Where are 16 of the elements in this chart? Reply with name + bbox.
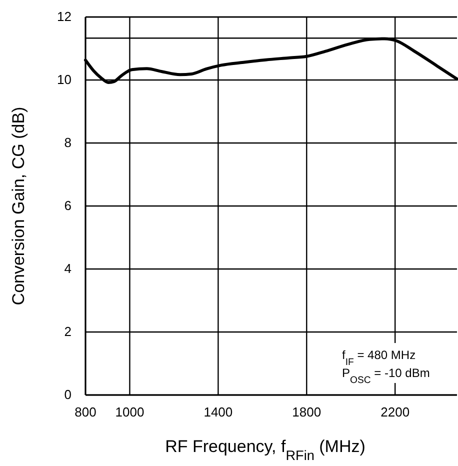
annotation: P$_{OSC}$ = -10 dBm (342, 366, 430, 386)
x-tick-label: 800 (74, 404, 96, 420)
annotation: f$_{IF}$ = 480 MHz (342, 348, 416, 368)
y-tick-label: 2 (64, 324, 72, 340)
y-tick-label: 12 (57, 9, 72, 24)
y-tick-label: 0 (64, 387, 72, 402)
y-axis-title: Conversion Gain, CG (dB) (9, 106, 28, 306)
x-tick-label: 2200 (380, 404, 410, 420)
x-tick-label: 1400 (204, 404, 233, 420)
y-tick-label: 10 (57, 72, 72, 88)
y-tick-label: 8 (64, 135, 72, 150)
x-axis-title: RF Frequency, f$_{RFin}$ (MHz) (165, 437, 366, 462)
y-tick-label: 6 (64, 198, 72, 214)
y-tick-label: 4 (64, 261, 72, 276)
x-tick-label: 1800 (292, 404, 322, 420)
x-tick-label: 1000 (115, 404, 144, 420)
